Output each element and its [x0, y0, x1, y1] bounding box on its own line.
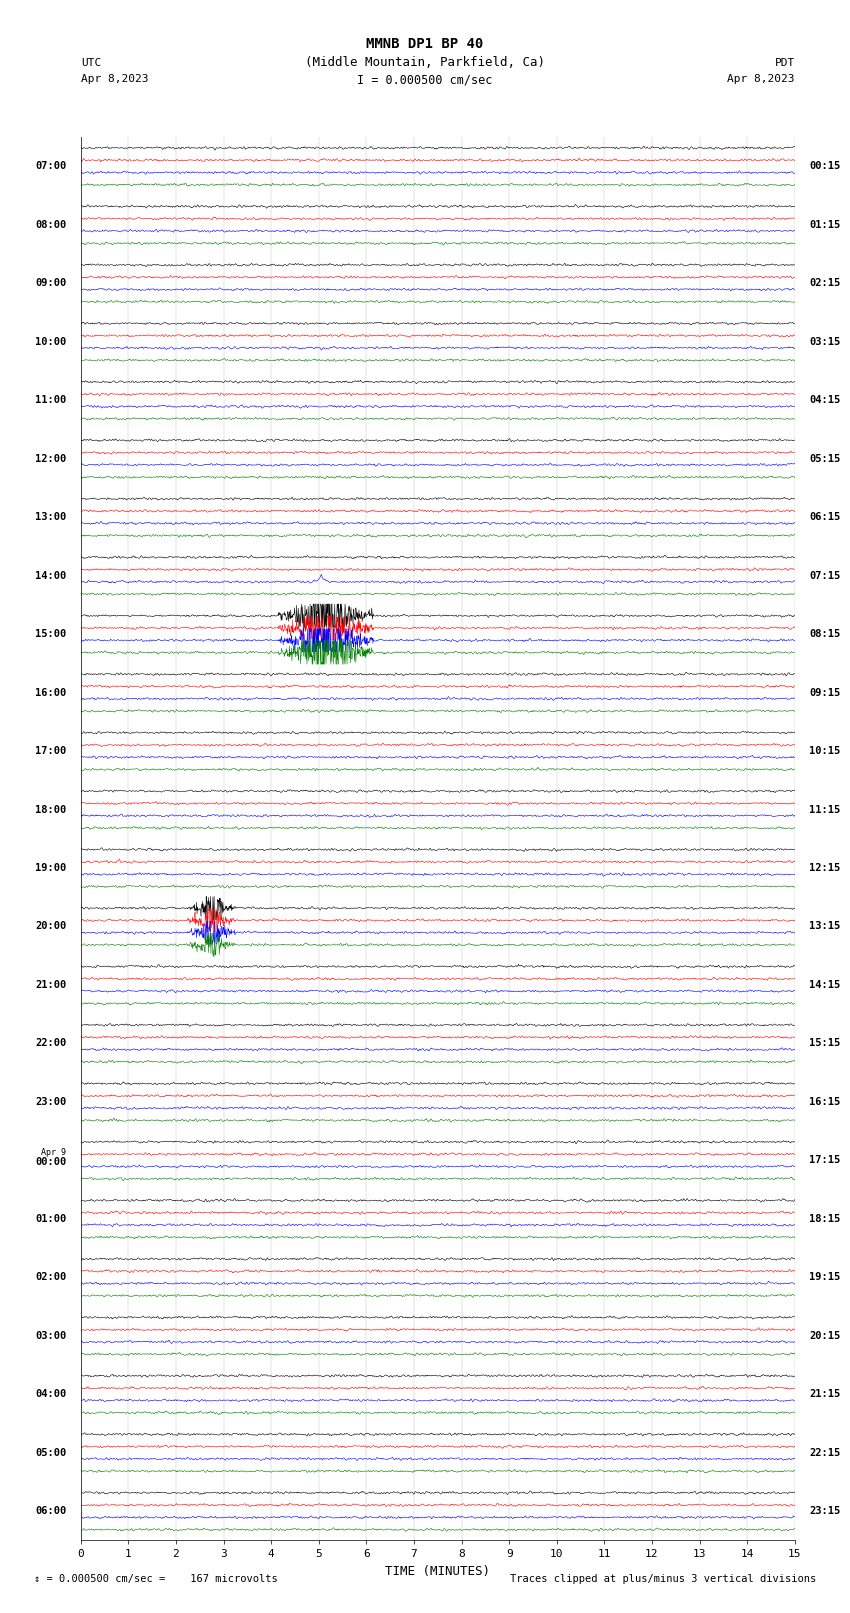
Text: 17:00: 17:00 [35, 747, 66, 756]
Text: 12:15: 12:15 [809, 863, 841, 873]
Text: 18:00: 18:00 [35, 805, 66, 815]
Text: Apr 8,2023: Apr 8,2023 [728, 74, 795, 84]
Text: 11:15: 11:15 [809, 805, 841, 815]
Text: 04:15: 04:15 [809, 395, 841, 405]
Text: 13:00: 13:00 [35, 513, 66, 523]
Text: 08:15: 08:15 [809, 629, 841, 639]
Text: 06:15: 06:15 [809, 513, 841, 523]
Text: 01:15: 01:15 [809, 219, 841, 229]
Text: 08:00: 08:00 [35, 219, 66, 229]
Text: ↕ = 0.000500 cm/sec =    167 microvolts: ↕ = 0.000500 cm/sec = 167 microvolts [34, 1574, 278, 1584]
Text: 20:15: 20:15 [809, 1331, 841, 1340]
Text: 15:00: 15:00 [35, 629, 66, 639]
Text: 03:00: 03:00 [35, 1331, 66, 1340]
Text: 05:00: 05:00 [35, 1448, 66, 1458]
Text: 14:15: 14:15 [809, 981, 841, 990]
Text: (Middle Mountain, Parkfield, Ca): (Middle Mountain, Parkfield, Ca) [305, 56, 545, 69]
Text: 22:00: 22:00 [35, 1039, 66, 1048]
Text: 15:15: 15:15 [809, 1039, 841, 1048]
Text: 09:00: 09:00 [35, 279, 66, 289]
Text: PDT: PDT [774, 58, 795, 68]
Text: UTC: UTC [81, 58, 101, 68]
Text: 19:15: 19:15 [809, 1273, 841, 1282]
Text: I = 0.000500 cm/sec: I = 0.000500 cm/sec [357, 73, 493, 85]
Text: 10:15: 10:15 [809, 747, 841, 756]
Text: 09:15: 09:15 [809, 687, 841, 697]
Text: 20:00: 20:00 [35, 921, 66, 931]
Text: 01:00: 01:00 [35, 1215, 66, 1224]
Text: 23:00: 23:00 [35, 1097, 66, 1107]
Text: 14:00: 14:00 [35, 571, 66, 581]
Text: 04:00: 04:00 [35, 1389, 66, 1398]
Text: 10:00: 10:00 [35, 337, 66, 347]
Text: 21:00: 21:00 [35, 981, 66, 990]
Text: 23:15: 23:15 [809, 1507, 841, 1516]
Text: 02:15: 02:15 [809, 279, 841, 289]
Text: 05:15: 05:15 [809, 453, 841, 463]
Text: Traces clipped at plus/minus 3 vertical divisions: Traces clipped at plus/minus 3 vertical … [510, 1574, 816, 1584]
Text: 16:15: 16:15 [809, 1097, 841, 1107]
Text: Apr 8,2023: Apr 8,2023 [81, 74, 148, 84]
Text: 16:00: 16:00 [35, 687, 66, 697]
Text: 00:00: 00:00 [35, 1157, 66, 1166]
Text: 22:15: 22:15 [809, 1448, 841, 1458]
Text: 00:15: 00:15 [809, 161, 841, 171]
Text: 06:00: 06:00 [35, 1507, 66, 1516]
Text: 12:00: 12:00 [35, 453, 66, 463]
Text: 21:15: 21:15 [809, 1389, 841, 1398]
X-axis label: TIME (MINUTES): TIME (MINUTES) [385, 1565, 490, 1578]
Text: Apr 9: Apr 9 [42, 1148, 66, 1157]
Text: 07:15: 07:15 [809, 571, 841, 581]
Text: 18:15: 18:15 [809, 1215, 841, 1224]
Text: 17:15: 17:15 [809, 1155, 841, 1165]
Text: 13:15: 13:15 [809, 921, 841, 931]
Text: 19:00: 19:00 [35, 863, 66, 873]
Text: 02:00: 02:00 [35, 1273, 66, 1282]
Text: 11:00: 11:00 [35, 395, 66, 405]
Text: MMNB DP1 BP 40: MMNB DP1 BP 40 [366, 37, 484, 50]
Text: 03:15: 03:15 [809, 337, 841, 347]
Text: 07:00: 07:00 [35, 161, 66, 171]
